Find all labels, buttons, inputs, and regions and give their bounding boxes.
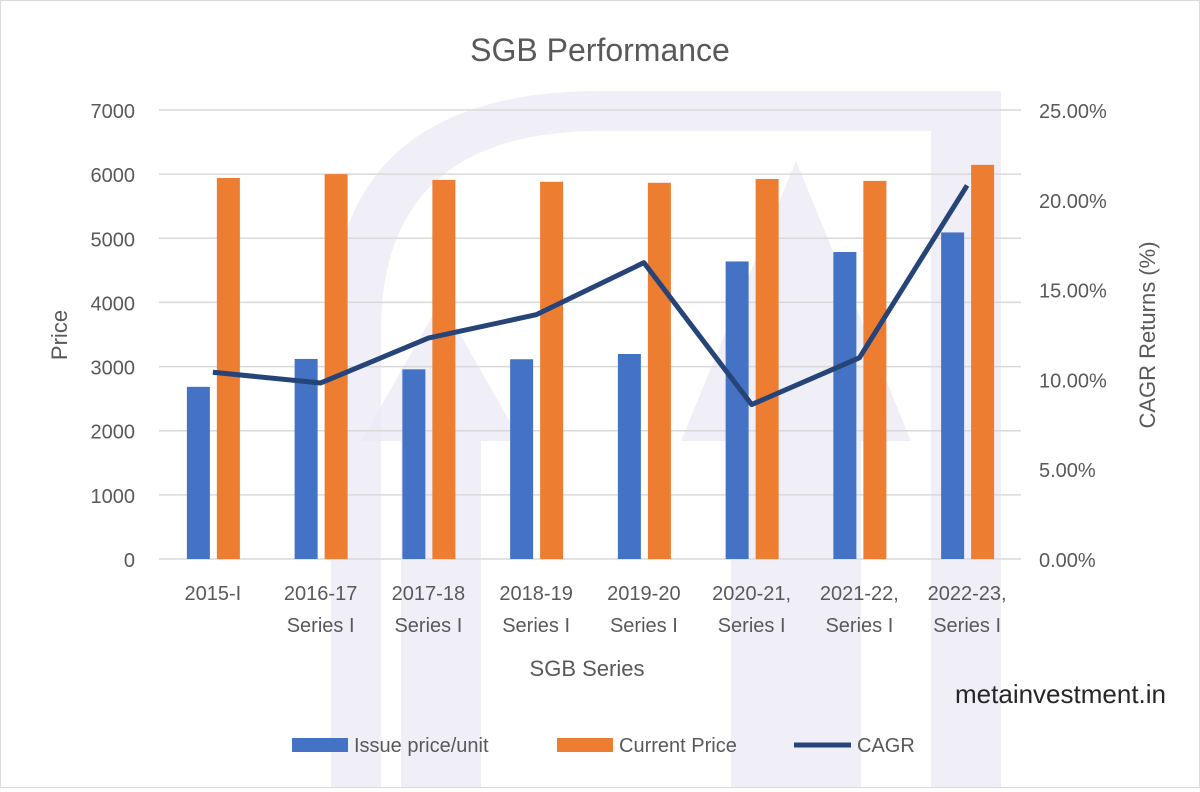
x-tick-label: Series I [825,615,893,637]
y-tick-label: 2000 [91,422,136,444]
x-axis-label: SGB Series [530,656,645,681]
legend-swatch-current [557,738,613,752]
y2-tick-label: 10.00% [1039,370,1107,392]
x-tick-label: Series I [718,615,786,637]
y-tick-label: 0 [124,550,135,572]
bars [187,165,994,559]
issue-price-bar [941,232,964,559]
y-tick-label: 7000 [91,101,136,123]
gridlines [159,110,1021,559]
y-tick-label: 3000 [91,358,136,380]
issue-price-bar [402,369,425,559]
y-tick-label: 4000 [91,293,136,315]
x-tick-label: 2018-19 [499,583,572,605]
y2-tick-label: 5.00% [1039,460,1096,482]
y-tick-label: 5000 [91,229,136,251]
y2-tick-label: 25.00% [1039,101,1107,123]
current-price-bar [971,165,994,559]
current-price-bar [217,178,240,559]
x-ticks: 2015-I 2016-17 Series I 2017-18 Series I 2018… [185,583,1007,637]
current-price-bar [432,180,455,559]
x-tick-label: 2017-18 [392,583,465,605]
chart-title: SGB Performance [470,32,730,68]
x-tick-label: Series I [287,615,355,637]
legend-label-issue: Issue price/unit [354,735,489,757]
x-tick-label: 2021-22, [820,583,899,605]
issue-price-bar [618,354,641,559]
issue-price-bar [726,261,749,559]
issue-price-bar [187,387,210,559]
x-tick-label: 2022-23, [928,583,1007,605]
x-tick-label: 2015-I [185,583,242,605]
x-tick-label: 2019-20 [607,583,680,605]
x-tick-label: 2020-21, [712,583,791,605]
y2-tick-label: 20.00% [1039,191,1107,213]
y-tick-label: 1000 [91,486,136,508]
x-tick-label: Series I [394,615,462,637]
current-price-bar [648,183,671,559]
legend-label-current: Current Price [619,735,737,757]
issue-price-bar [510,359,533,559]
y2-axis-label: CAGR Returns (%) [1135,241,1160,428]
x-tick-label: Series I [933,615,1001,637]
issue-price-bar [295,359,318,559]
y-ticks: 0 1000 2000 3000 4000 5000 6000 7000 [91,101,136,572]
y2-tick-label: 15.00% [1039,281,1107,303]
y2-tick-label: 0.00% [1039,550,1096,572]
current-price-bar [325,174,348,559]
current-price-bar [540,182,563,559]
y-tick-label: 6000 [91,165,136,187]
x-tick-label: 2016-17 [284,583,357,605]
legend-swatch-issue [292,738,348,752]
y-axis-label: Price [47,310,72,360]
current-price-bar [863,181,886,559]
current-price-bar [756,179,779,559]
x-tick-label: Series I [502,615,570,637]
x-tick-label: Series I [610,615,678,637]
y2-ticks: 0.00% 5.00% 10.00% 15.00% 20.00% 25.00% [1039,101,1107,572]
legend-label-cagr: CAGR [857,735,915,757]
watermark-text: metainvestment.in [955,679,1166,709]
issue-price-bar [833,252,856,559]
